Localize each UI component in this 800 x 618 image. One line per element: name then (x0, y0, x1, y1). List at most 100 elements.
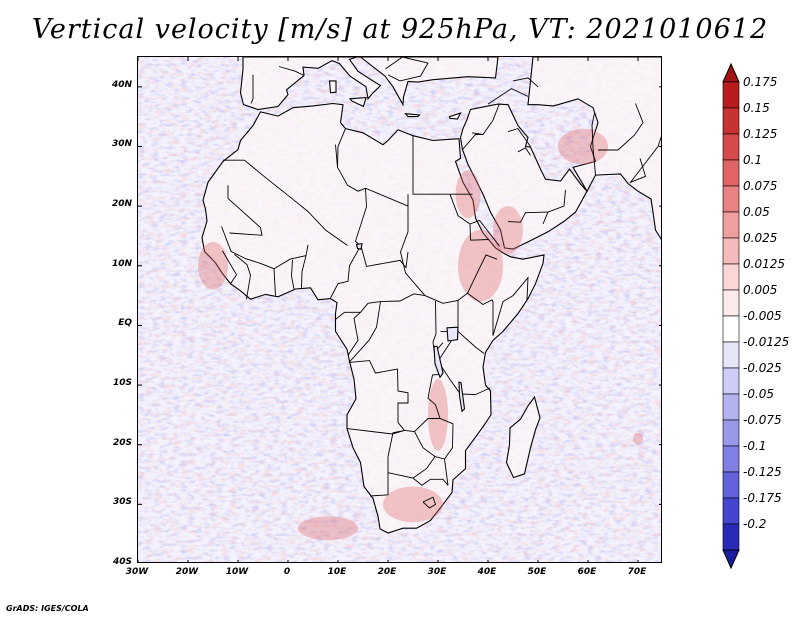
lon-tick-label: 10W (225, 567, 249, 577)
colorbar-segment (722, 523, 740, 551)
colorbar-tick-label: -0.125 (743, 465, 782, 479)
positive-velocity-patch (198, 241, 228, 290)
colorbar-tick-label: 0.025 (743, 231, 778, 245)
land-layer (198, 57, 661, 541)
country-border-line (244, 159, 348, 246)
asia-landmass (527, 57, 661, 240)
lake-chad (355, 243, 363, 250)
colorbar-tick-label: -0.075 (743, 413, 782, 427)
map-panel (137, 56, 662, 563)
country-border-line (412, 456, 436, 479)
positive-velocity-patch (298, 516, 358, 541)
colorbar-segment (722, 263, 740, 291)
country-border-line (250, 74, 254, 104)
lat-tick-label: 30N (111, 139, 132, 150)
lake-tanganyika (433, 345, 444, 379)
colorbar-segment (722, 393, 740, 421)
country-border-line (278, 66, 305, 76)
colorbar-segment (722, 419, 740, 447)
velocity-map (138, 57, 661, 562)
colorbar-segment (722, 81, 740, 109)
colorbar-tick-label: -0.005 (743, 309, 782, 323)
colorbar-segment (722, 133, 740, 161)
country-border-line (348, 301, 381, 363)
colorbar-tick-label: 0.125 (743, 127, 778, 141)
axis-ticks (138, 57, 661, 562)
credit-text: GrADS: IGES/COLA (6, 604, 89, 613)
colorbar-segment (722, 367, 740, 395)
colorbar-top-arrow (722, 62, 740, 83)
country-border-line (512, 77, 539, 88)
lon-tick-label: 50E (527, 567, 547, 577)
colorbar-segment (722, 497, 740, 525)
arabia-landmass (459, 103, 588, 250)
lon-tick-label: 0 (283, 567, 291, 577)
colorbar-segment (722, 211, 740, 239)
positive-velocity-patch (428, 379, 448, 451)
madagascar-landmass (505, 395, 541, 479)
colorbar-tick-label: 0.0125 (743, 257, 785, 271)
country-border-line (301, 255, 307, 288)
sicily-landmass (348, 96, 367, 108)
country-border-line (467, 292, 494, 336)
lake-victoria (446, 326, 459, 342)
country-border-line (492, 276, 529, 336)
lon-tick-label: 10E (327, 567, 347, 577)
country-border-line (507, 128, 531, 147)
lat-tick-label: 40S (112, 557, 132, 567)
country-border-line (360, 293, 426, 313)
positive-velocity-patch (558, 128, 608, 165)
colorbar-segment (722, 159, 740, 187)
colorbar-segment (722, 445, 740, 473)
lat-tick-label: EQ (118, 318, 132, 329)
lon-tick-label: 30W (125, 567, 149, 577)
country-border-line (462, 134, 483, 150)
country-border-line (234, 254, 251, 300)
colorbar-segment (722, 289, 740, 317)
country-border-line (354, 188, 409, 269)
colorbar-tick-label: 0.15 (743, 101, 770, 115)
country-border-line (449, 194, 490, 241)
country-border-line (542, 189, 566, 225)
lon-tick-label: 20E (377, 567, 397, 577)
positive-velocity-patch (633, 432, 643, 445)
colorbar-segment (722, 107, 740, 135)
colorbar-tick-label: 0.075 (743, 179, 778, 193)
country-border-line (517, 147, 531, 156)
country-border-line (469, 219, 500, 247)
lon-tick-label: 70E (627, 567, 647, 577)
positive-velocity-patch (493, 206, 523, 254)
crete-landmass (404, 113, 421, 118)
country-border-line (507, 211, 549, 223)
country-border-line (387, 472, 449, 486)
country-border-line (457, 300, 485, 354)
colorbar-tick-label: -0.1 (743, 439, 767, 453)
country-border-line (414, 418, 454, 486)
lon-tick-label: 20W (175, 567, 199, 577)
country-border-line (221, 226, 309, 270)
colorbar-tick-label: -0.025 (743, 361, 782, 375)
country-border-line (273, 268, 276, 296)
lon-tick-label: 40E (477, 567, 497, 577)
colorbar-segment (722, 315, 740, 343)
colorbar-tick-label: 0.175 (743, 75, 778, 89)
positive-velocity-patch (383, 486, 443, 523)
country-border-line (629, 136, 661, 184)
country-border-line (222, 250, 238, 284)
lat-tick-label: 30S (112, 497, 132, 508)
colorbar-tick-label: -0.2 (743, 517, 767, 531)
country-border-line (369, 456, 389, 497)
colorbar-segment (722, 341, 740, 369)
country-border-line (330, 245, 361, 299)
country-border-line (227, 185, 263, 236)
country-borders (221, 57, 661, 509)
colorbar-tick-label: 0.005 (743, 283, 778, 297)
lat-tick-label: 20N (111, 199, 132, 210)
colorbar (722, 62, 740, 570)
cyprus-landmass (448, 112, 462, 120)
country-border-line (385, 57, 429, 82)
colorbar-tick-label: -0.0125 (743, 335, 790, 349)
lat-tick-label: 20S (112, 437, 132, 448)
colorbar-tick-label: -0.05 (743, 387, 775, 401)
country-border-line (335, 311, 362, 356)
